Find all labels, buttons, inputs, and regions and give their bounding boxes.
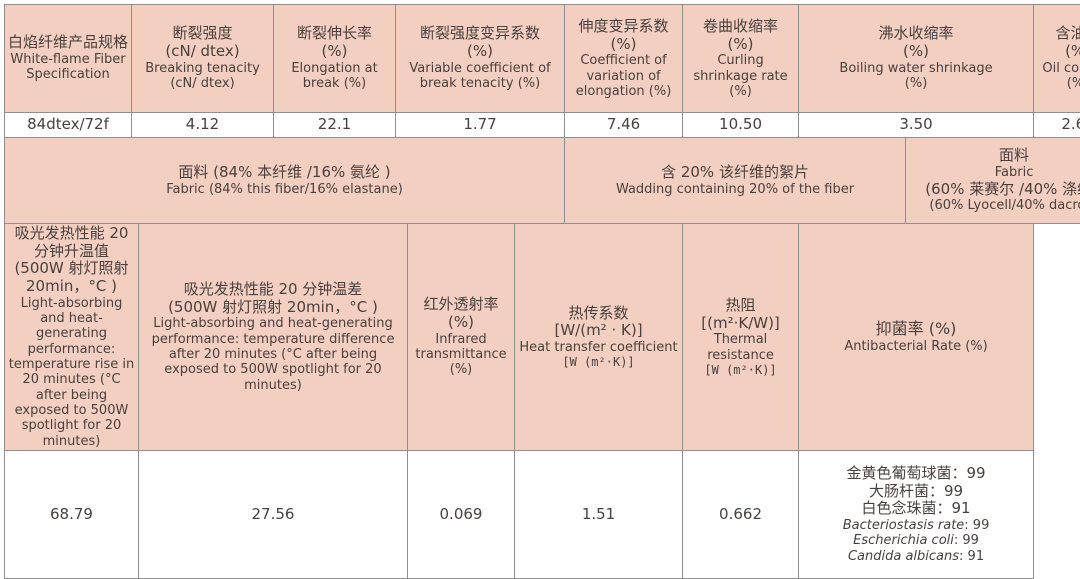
fiber-spec-table: 白焰纤维产品规格 White-flame Fiber Specification… — [3, 4, 1080, 579]
section-fabric-lyocell: 面料 Fabric (60% 莱赛尔 /40% 涤纶 ) (60% Lyocel… — [905, 137, 1080, 224]
antibacterial-zh-line: 白色念珠菌：91 — [861, 499, 971, 518]
header-elongation-cv: 伸度变异系数 (%) Coefficient of variation of e… — [564, 4, 684, 113]
value-boiling-water-shrinkage: 3.50 — [798, 112, 1035, 138]
header-infrared-transmittance: 红外透射率 (%) Infrared transmittance (%) — [407, 222, 515, 452]
value-antibacterial: 金黄色葡萄球菌：99 大肠杆菌：99 白色念珠菌：91 Bacteriostas… — [798, 450, 1035, 579]
header-elongation: 断裂伸长率 (%) Elongation at break (%) — [273, 4, 396, 113]
value-thermal-resistance: 0.662 — [682, 450, 800, 579]
header-boiling-water-shrinkage: 沸水收缩率 (%) Boiling water shrinkage (%) — [798, 4, 1035, 113]
header-breaking-tenacity: 断裂强度 (cN/ dtex) Breaking tenacity (cN/ d… — [131, 4, 274, 113]
value-elongation: 22.1 — [273, 112, 396, 138]
value-heat-transfer: 1.51 — [513, 450, 684, 579]
value-temp-rise: 68.79 — [4, 450, 139, 579]
value-elongation-cv: 7.46 — [564, 112, 684, 138]
value-temp-difference: 27.56 — [138, 450, 408, 579]
antibacterial-zh-line: 金黄色葡萄球菌：99 — [846, 464, 986, 482]
value-oil-content: 2.60 — [1033, 112, 1080, 138]
header-antibacterial: 抑菌率 (%) Antibacterial Rate (%) — [798, 222, 1035, 452]
header-break-tenacity-cv: 断裂强度变异系数 (%) Variable coefficient of bre… — [394, 4, 566, 113]
antibacterial-zh-line: 大肠杆菌：99 — [868, 481, 964, 500]
header-temp-difference: 吸光发热性能 20 分钟温差 (500W 射灯照射 20min，°C ) Lig… — [138, 222, 408, 452]
header-curling-shrinkage: 卷曲收缩率 (%) Curling shrinkage rate (%) — [682, 4, 800, 113]
header-temp-rise: 吸光发热性能 20 分钟升温值 (500W 射灯照射 20min，°C ) Li… — [4, 222, 139, 452]
value-curling-shrinkage: 10.50 — [682, 112, 800, 138]
value-break-tenacity-cv: 1.77 — [394, 112, 566, 138]
value-spec: 84dtex/72f — [4, 112, 132, 138]
section-fabric-elastane: 面料 (84% 本纤维 /16% 氨纶 ) Fabric (84% this f… — [3, 137, 566, 224]
value-infrared-transmittance: 0.069 — [407, 450, 515, 579]
antibacterial-en-line: Candida albicans: 91 — [847, 548, 985, 564]
header-thermal-resistance: 热阻 [(m²·K/W)] Thermal resistance [W (m²·… — [682, 222, 800, 452]
antibacterial-en-line: Escherichia coli: 99 — [853, 533, 979, 549]
header-spec: 白焰纤维产品规格 White-flame Fiber Specification — [4, 4, 132, 113]
value-breaking-tenacity: 4.12 — [131, 112, 274, 138]
header-heat-transfer: 热传系数 [W/(m² · K)] Heat transfer coeffici… — [513, 222, 684, 452]
header-oil-content: 含油率 (%) Oil content (%) — [1033, 4, 1080, 113]
antibacterial-en-line: Bacteriostasis rate: 99 — [842, 518, 990, 534]
section-wadding: 含 20% 该纤维的絮片 Wadding containing 20% of t… — [564, 137, 907, 224]
